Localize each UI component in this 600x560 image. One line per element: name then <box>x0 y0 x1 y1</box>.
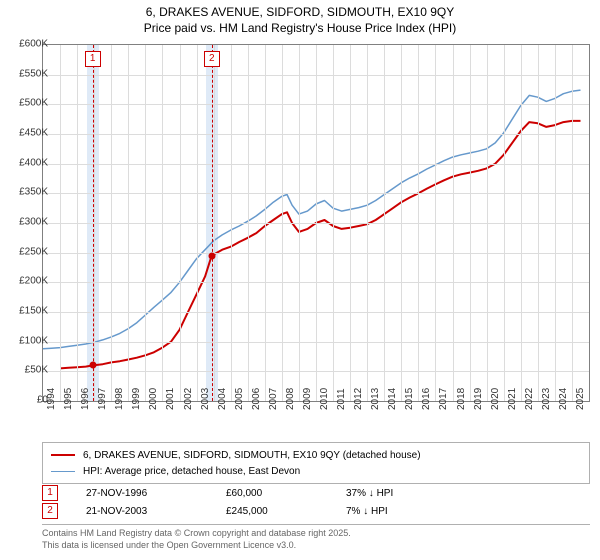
sale-delta: 7% ↓ HPI <box>346 506 388 517</box>
x-axis-label: 2012 <box>353 388 364 410</box>
y-axis-label: £200K <box>19 276 48 287</box>
sale-number: 1 <box>42 485 58 501</box>
sales-table: 1 27-NOV-1996 £60,000 37% ↓ HPI 2 21-NOV-2003… <box>42 484 590 520</box>
x-axis-label: 1999 <box>131 388 142 410</box>
x-axis-label: 2017 <box>438 388 449 410</box>
y-axis-label: £350K <box>19 187 48 198</box>
title-line-1: 6, DRAKES AVENUE, SIDFORD, SIDMOUTH, EX1… <box>0 4 600 20</box>
legend-swatch-hpi <box>51 471 75 472</box>
attribution-line-1: Contains HM Land Registry data © Crown c… <box>42 528 590 540</box>
x-axis-label: 2016 <box>421 388 432 410</box>
sales-row: 2 21-NOV-2003 £245,000 7% ↓ HPI <box>42 502 590 520</box>
legend-row-price-paid: 6, DRAKES AVENUE, SIDFORD, SIDMOUTH, EX1… <box>51 447 581 463</box>
x-axis-label: 1994 <box>46 388 57 410</box>
x-axis-label: 2013 <box>370 388 381 410</box>
y-axis-label: £400K <box>19 157 48 168</box>
legend-label-hpi: HPI: Average price, detached house, East… <box>83 466 300 477</box>
sale-price: £60,000 <box>226 488 326 499</box>
y-axis-label: £450K <box>19 128 48 139</box>
x-axis-label: 2021 <box>507 388 518 410</box>
y-axis-label: £150K <box>19 306 48 317</box>
sale-delta: 37% ↓ HPI <box>346 488 393 499</box>
x-axis-label: 2001 <box>165 388 176 410</box>
title-line-2: Price paid vs. HM Land Registry's House … <box>0 20 600 36</box>
x-axis-label: 2010 <box>319 388 330 410</box>
x-axis-label: 2006 <box>251 388 262 410</box>
chart-plot-area: 12 <box>42 44 590 402</box>
x-axis-label: 2008 <box>285 388 296 410</box>
x-axis-label: 1997 <box>97 388 108 410</box>
x-axis-label: 2009 <box>302 388 313 410</box>
x-axis-label: 2005 <box>234 388 245 410</box>
x-axis-label: 1996 <box>80 388 91 410</box>
y-axis-label: £500K <box>19 98 48 109</box>
x-axis-label: 2018 <box>456 388 467 410</box>
x-axis-label: 2011 <box>336 388 347 410</box>
x-axis-label: 2002 <box>183 388 194 410</box>
x-axis-label: 2014 <box>387 388 398 410</box>
x-axis-label: 2003 <box>200 388 211 410</box>
chart-title: 6, DRAKES AVENUE, SIDFORD, SIDMOUTH, EX1… <box>0 0 600 36</box>
x-axis-label: 2000 <box>148 388 159 410</box>
sales-row: 1 27-NOV-1996 £60,000 37% ↓ HPI <box>42 484 590 502</box>
x-axis-label: 2022 <box>524 388 535 410</box>
sale-number: 2 <box>42 503 58 519</box>
sale-marker: 2 <box>204 51 220 67</box>
x-axis-label: 2019 <box>473 388 484 410</box>
legend-row-hpi: HPI: Average price, detached house, East… <box>51 463 581 479</box>
x-axis-label: 2004 <box>217 388 228 410</box>
y-axis-label: £250K <box>19 246 48 257</box>
y-axis-label: £100K <box>19 335 48 346</box>
y-axis-label: £550K <box>19 68 48 79</box>
sale-price: £245,000 <box>226 506 326 517</box>
sale-date: 27-NOV-1996 <box>86 488 206 499</box>
y-axis-label: £600K <box>19 39 48 50</box>
y-axis-label: £50K <box>25 365 48 376</box>
sale-marker: 1 <box>85 51 101 67</box>
legend-swatch-price-paid <box>51 454 75 456</box>
attribution-line-2: This data is licensed under the Open Gov… <box>42 540 590 552</box>
y-axis-label: £300K <box>19 217 48 228</box>
x-axis-label: 2023 <box>541 388 552 410</box>
x-axis-label: 2020 <box>490 388 501 410</box>
legend-label-price-paid: 6, DRAKES AVENUE, SIDFORD, SIDMOUTH, EX1… <box>83 450 421 461</box>
x-axis-label: 2007 <box>268 388 279 410</box>
legend: 6, DRAKES AVENUE, SIDFORD, SIDMOUTH, EX1… <box>42 442 590 484</box>
x-axis-label: 2015 <box>404 388 415 410</box>
x-axis-label: 1995 <box>63 388 74 410</box>
sale-date: 21-NOV-2003 <box>86 506 206 517</box>
attribution: Contains HM Land Registry data © Crown c… <box>42 524 590 551</box>
x-axis-label: 1998 <box>114 388 125 410</box>
x-axis-label: 2025 <box>575 388 586 410</box>
x-axis-label: 2024 <box>558 388 569 410</box>
